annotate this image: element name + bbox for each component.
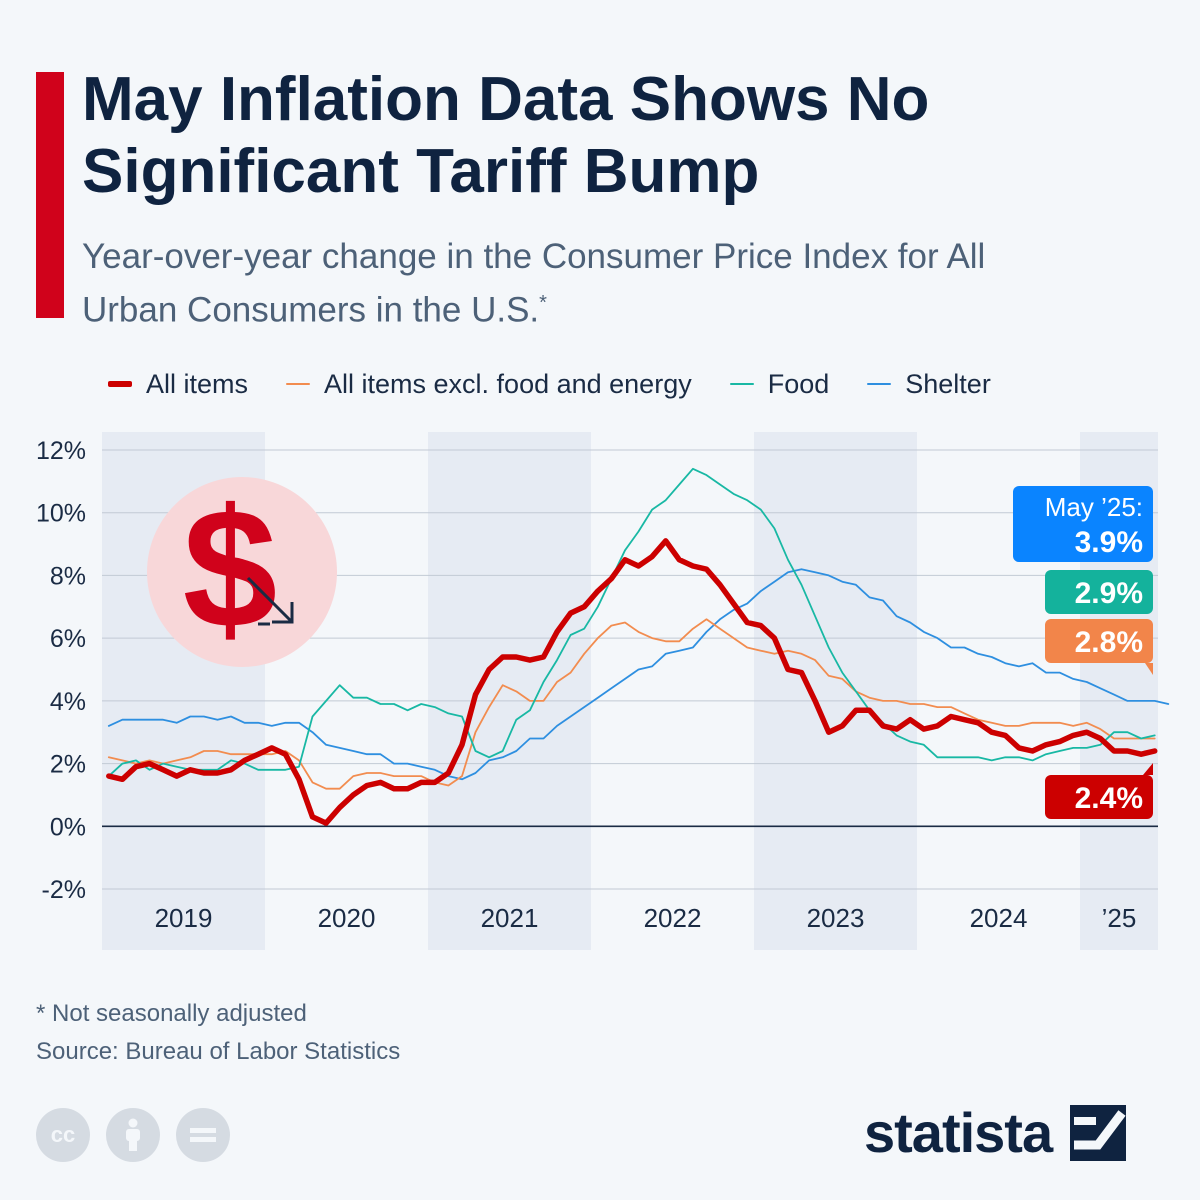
y-tick-label: 12% [36, 437, 86, 465]
legend-swatch [867, 383, 892, 385]
subtitle-text: Year-over-year change in the Consumer Pr… [82, 237, 986, 330]
statista-mark-icon [1070, 1104, 1127, 1161]
y-tick-label: 2% [50, 751, 86, 779]
year-band [754, 432, 917, 950]
line-chart: -2% 0% 2% 4% 6% 8% 10% 12% 2019 2020 2021 2022 2023 2… [36, 432, 1170, 950]
dollar-down-icon: $ [183, 474, 278, 664]
legend-item[interactable]: All items [108, 369, 248, 400]
series-line [107, 568, 1170, 781]
chart-subtitle: Year-over-year change in the Consumer Pr… [82, 234, 1082, 334]
legend-item[interactable]: Shelter [867, 369, 991, 400]
callout-value: 2.8% [1075, 626, 1143, 659]
x-tick-label: ’25 [1102, 903, 1137, 933]
license-icons: cc [36, 1108, 230, 1162]
x-tick-label: 2021 [481, 903, 539, 933]
value-callout [1045, 570, 1153, 614]
callout-label: May ’25: [1045, 492, 1143, 522]
callout-tail [1145, 663, 1153, 675]
legend-label: Food [767, 368, 830, 399]
x-tick-label: 2022 [644, 903, 702, 933]
series-line [107, 467, 1156, 778]
callout-tail [1143, 763, 1153, 775]
legend-label: All items [146, 368, 249, 399]
x-tick-label: 2023 [807, 903, 865, 933]
value-callout [1045, 775, 1153, 819]
series-line [106, 538, 1158, 826]
callout-value: 3.9% [1075, 526, 1143, 559]
statista-logo[interactable]: statista [864, 1100, 1127, 1165]
legend-swatch [286, 383, 311, 385]
callout-value: 2.4% [1075, 782, 1143, 815]
brand-wordmark: statista [864, 1101, 1053, 1164]
y-tick-label: 8% [50, 562, 86, 590]
legend-item[interactable]: All items excl. food and energy [286, 369, 692, 400]
trend-down-arrow-icon [246, 576, 294, 624]
source-note: Source: Bureau of Labor Statistics [36, 1038, 401, 1065]
legend-item[interactable]: Food [729, 368, 830, 400]
title-accent-bar [36, 72, 64, 318]
creative-commons-icon[interactable]: cc [36, 1108, 90, 1162]
legend-swatch [729, 383, 754, 385]
footnote: * Not seasonally adjusted [36, 1000, 307, 1027]
value-callout [1013, 486, 1153, 562]
chart-title: May Inflation Data Shows No Significant … [82, 65, 930, 206]
x-tick-label: 2019 [155, 903, 213, 933]
x-tick-label: 2024 [970, 903, 1028, 933]
callout-value: 2.9% [1075, 577, 1143, 610]
y-tick-label: 0% [50, 813, 86, 841]
y-tick-label: -2% [42, 876, 86, 904]
y-tick-label: 10% [36, 500, 86, 528]
year-band [428, 432, 591, 950]
x-tick-label: 2020 [318, 903, 376, 933]
y-tick-label: 6% [50, 625, 86, 653]
subtitle-footnote-mark: * [539, 292, 547, 314]
legend-label: All items excl. food and energy [324, 368, 692, 399]
legend: All items All items excl. food and energy… [108, 366, 1029, 402]
legend-label: Shelter [905, 368, 991, 399]
no-derivatives-icon[interactable] [176, 1108, 230, 1162]
value-callout [1045, 619, 1153, 663]
legend-swatch [108, 381, 132, 387]
attribution-icon[interactable] [106, 1108, 160, 1162]
y-tick-label: 4% [50, 688, 86, 716]
